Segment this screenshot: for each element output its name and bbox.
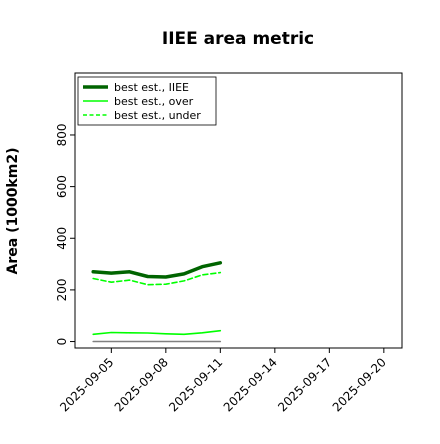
x-tick-label: 2025-09-17 (275, 355, 334, 414)
series-line-best-est-under (92, 271, 222, 286)
x-tick-label: 2025-09-11 (166, 355, 225, 414)
x-tick-label: 2025-09-08 (112, 355, 171, 414)
legend-label: best est., IIEE (114, 81, 189, 94)
y-tick-label: 600 (55, 175, 69, 198)
y-tick-label: 400 (55, 227, 69, 250)
series-line-best-est-iiee (91, 261, 223, 279)
x-tick-label: 2025-09-14 (221, 355, 280, 414)
y-tick-label: 0 (55, 338, 69, 346)
series-layer (91, 261, 223, 343)
legend-label: best est., over (114, 95, 194, 108)
y-tick-label: 200 (55, 278, 69, 301)
legend-label: best est., under (114, 109, 201, 122)
y-tick-label: 800 (55, 124, 69, 147)
x-axis: 2025-09-052025-09-082025-09-112025-09-14… (57, 348, 389, 414)
y-axis-label: Area (1000km2) (5, 148, 21, 275)
chart-title: IIEE area metric (162, 29, 314, 49)
x-tick-label: 2025-09-20 (330, 355, 389, 414)
series-line-best-est-over (92, 329, 222, 336)
x-tick-label: 2025-09-05 (57, 355, 116, 414)
plot-frame (74, 72, 403, 349)
y-axis: 0 200 400 600 800 (55, 124, 75, 346)
